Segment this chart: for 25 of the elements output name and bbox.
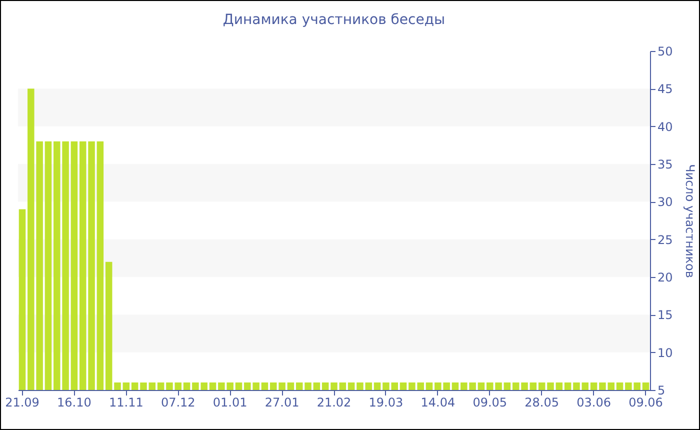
y-tick-label: 40 xyxy=(658,120,673,134)
y-tick-label: 5 xyxy=(658,384,666,398)
y-tick-label: 30 xyxy=(658,195,673,210)
chart-title: Динамика участников беседы xyxy=(222,12,446,28)
y-tick-label: 20 xyxy=(658,270,673,284)
x-tick-label: 01.01 xyxy=(212,396,248,410)
y-tick-label: 25 xyxy=(658,232,673,247)
y-tick-label: 50 xyxy=(658,44,673,58)
x-tick-label: 16.10 xyxy=(57,396,92,410)
y-tick-label: 10 xyxy=(658,346,673,360)
y-axis-title: Число участников xyxy=(682,164,697,278)
y-tick-label: 45 xyxy=(658,82,673,96)
x-tick-label: 28.05 xyxy=(524,396,560,410)
x-tick-label: 07.12 xyxy=(160,396,196,410)
y-tick-label: 15 xyxy=(658,308,673,322)
x-tick-label: 19.03 xyxy=(368,396,404,410)
x-tick-label: 21.02 xyxy=(316,396,352,410)
x-tick-label: 11.11 xyxy=(108,396,144,410)
x-tick-label: 09.05 xyxy=(472,396,508,410)
x-tick-label: 27.01 xyxy=(264,396,300,410)
y-tick-label: 35 xyxy=(658,158,673,172)
x-tick-label: 21.09 xyxy=(5,396,40,410)
x-tick-label: 09.06 xyxy=(628,396,663,410)
x-tick-label: 14.04 xyxy=(420,396,456,410)
x-tick-label: 03.06 xyxy=(576,396,611,410)
